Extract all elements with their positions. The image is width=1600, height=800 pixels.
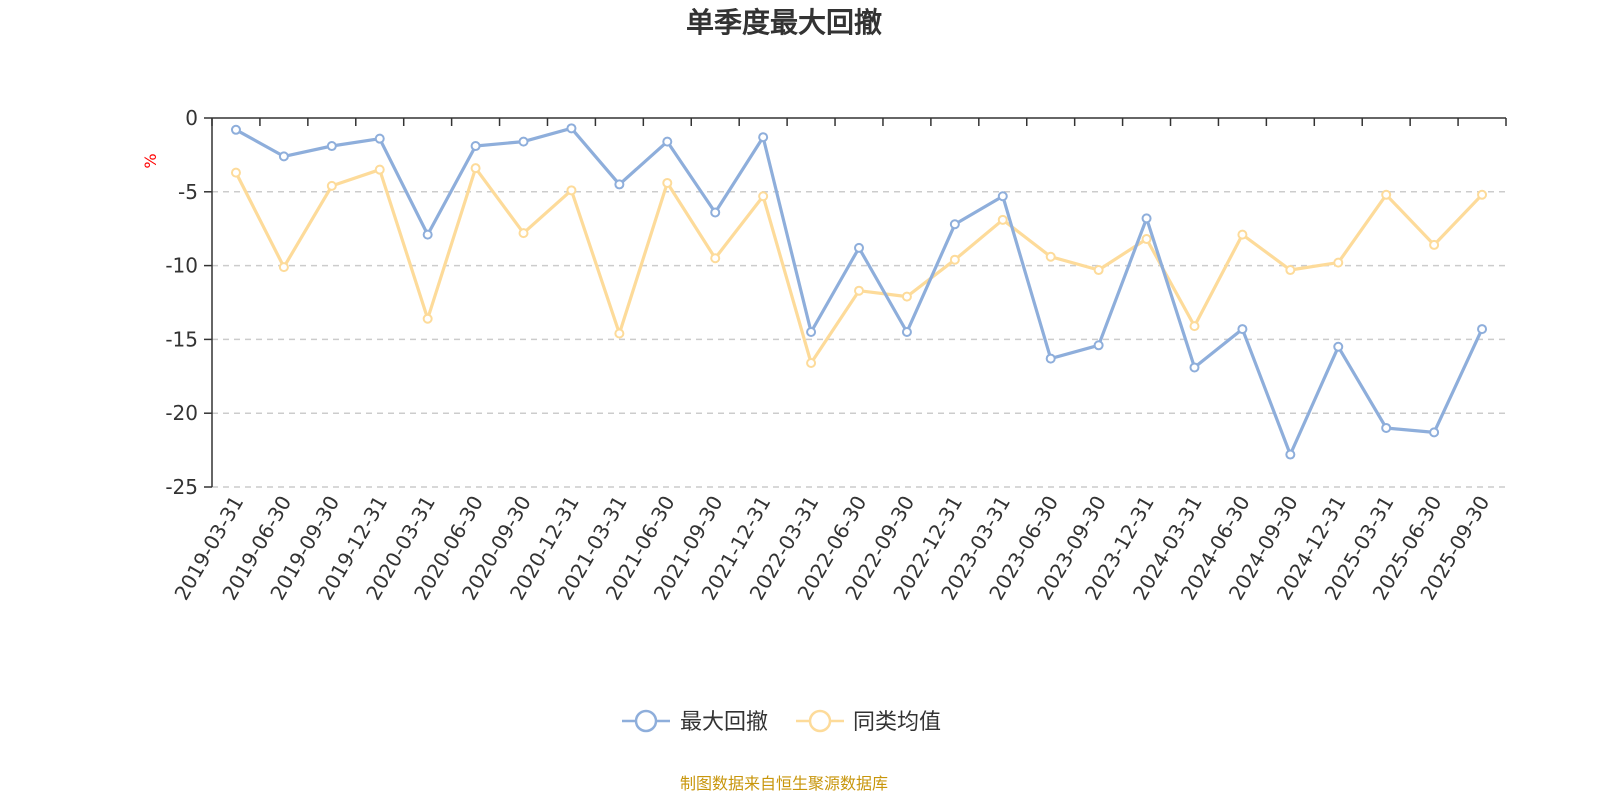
data-point[interactable] <box>422 229 433 240</box>
data-point[interactable] <box>854 242 864 253</box>
y-axis-label: % <box>141 153 160 168</box>
data-point[interactable] <box>422 313 433 324</box>
data-point[interactable] <box>1045 251 1056 262</box>
legend-swatch-marker <box>634 709 658 733</box>
series-group <box>230 123 1488 460</box>
data-point[interactable] <box>1429 427 1440 438</box>
data-point[interactable] <box>1189 362 1200 373</box>
y-tick-label: -5 <box>178 180 198 204</box>
data-point[interactable] <box>1333 341 1344 352</box>
legend-label: 最大回撤 <box>680 710 768 735</box>
data-point[interactable] <box>758 132 769 143</box>
data-point[interactable] <box>1141 213 1152 224</box>
data-point[interactable] <box>230 124 241 135</box>
data-point[interactable] <box>997 214 1008 225</box>
data-point[interactable] <box>470 163 481 174</box>
data-point[interactable] <box>1093 265 1104 276</box>
grid-lines <box>212 191 1506 488</box>
data-point[interactable] <box>566 123 577 134</box>
legend-item-1[interactable]: 最大回撤 <box>622 709 768 735</box>
data-point[interactable] <box>1285 265 1296 276</box>
data-point[interactable] <box>1381 189 1392 200</box>
data-point[interactable] <box>518 136 529 147</box>
data-point[interactable] <box>854 285 864 296</box>
axes: 0-5-10-15-20-252019-03-312019-06-302019-… <box>165 106 1507 604</box>
source-note: 制图数据来自恒生聚源数据库 <box>680 774 888 793</box>
data-point[interactable] <box>806 327 817 338</box>
data-point[interactable] <box>614 179 625 190</box>
y-tick-label: -10 <box>165 254 198 278</box>
y-tick-label: -25 <box>165 475 198 499</box>
data-point[interactable] <box>1237 324 1248 335</box>
data-point[interactable] <box>1285 449 1296 460</box>
data-point[interactable] <box>614 328 625 339</box>
data-point[interactable] <box>1093 340 1104 351</box>
legend-item-2[interactable]: 同类均值 <box>796 709 941 735</box>
data-point[interactable] <box>1381 422 1392 433</box>
y-tick-label: 0 <box>185 106 198 130</box>
data-point[interactable] <box>1477 189 1488 200</box>
data-point[interactable] <box>1189 321 1200 332</box>
series-1 <box>230 123 1488 460</box>
data-point[interactable] <box>662 136 673 147</box>
data-point[interactable] <box>1429 239 1440 250</box>
data-point[interactable] <box>901 327 912 338</box>
data-point[interactable] <box>997 191 1008 202</box>
data-point[interactable] <box>326 180 337 191</box>
data-point[interactable] <box>566 185 577 196</box>
data-point[interactable] <box>518 228 529 239</box>
data-point[interactable] <box>1237 229 1248 240</box>
data-point[interactable] <box>470 141 481 152</box>
data-point[interactable] <box>662 177 673 188</box>
data-point[interactable] <box>230 167 241 178</box>
legend[interactable]: 最大回撤 同类均值 <box>622 709 941 735</box>
series-2 <box>230 163 1488 369</box>
data-point[interactable] <box>1477 324 1488 335</box>
data-point[interactable] <box>374 133 385 144</box>
data-point[interactable] <box>1045 353 1056 364</box>
legend-swatch-marker <box>808 709 832 733</box>
data-point[interactable] <box>710 207 721 218</box>
y-tick-label: -20 <box>165 401 198 425</box>
data-point[interactable] <box>806 358 817 369</box>
data-point[interactable] <box>901 291 912 302</box>
data-point[interactable] <box>949 219 960 230</box>
data-point[interactable] <box>1333 257 1344 268</box>
data-point[interactable] <box>326 141 337 152</box>
y-tick-label: -15 <box>165 327 198 351</box>
data-point[interactable] <box>278 262 289 273</box>
data-point[interactable] <box>1141 234 1152 245</box>
data-point[interactable] <box>949 254 960 265</box>
data-point[interactable] <box>758 191 769 202</box>
chart-title: 单季度最大回撤 <box>686 6 882 39</box>
data-point[interactable] <box>710 253 721 264</box>
legend-label: 同类均值 <box>853 710 941 735</box>
data-point[interactable] <box>278 151 289 162</box>
data-point[interactable] <box>374 164 385 175</box>
